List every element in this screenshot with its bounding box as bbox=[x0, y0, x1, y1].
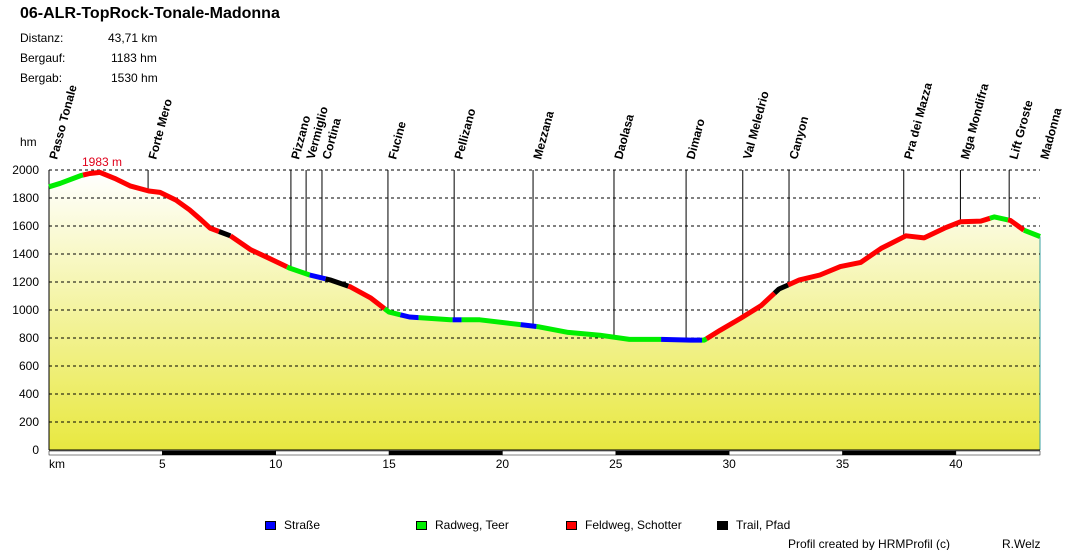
y-tick-label: 1800 bbox=[12, 191, 39, 205]
stat-descent-value: 1530 hm bbox=[111, 71, 158, 85]
scale-bar-segment bbox=[48, 450, 163, 456]
surface-segment bbox=[285, 264, 311, 278]
x-axis-label: km bbox=[49, 457, 65, 471]
y-axis-label: hm bbox=[20, 135, 37, 149]
footer-author: R.Welz bbox=[1002, 537, 1041, 550]
stat-ascent-value: 1183 hm bbox=[111, 51, 157, 65]
y-tick-label: 800 bbox=[19, 331, 39, 345]
surface-segment bbox=[48, 172, 84, 190]
waypoint-label: Pellizano bbox=[452, 107, 479, 161]
surface-segment bbox=[399, 312, 419, 321]
surface-segment bbox=[325, 276, 350, 289]
surface-segment bbox=[1007, 217, 1026, 233]
surface-segment bbox=[309, 272, 327, 282]
x-tick-label: 35 bbox=[836, 457, 850, 471]
legend-label: Radweg, Teer bbox=[435, 518, 509, 532]
stat-descent-label: Bergab: bbox=[20, 71, 63, 85]
surface-segment bbox=[347, 283, 387, 311]
surface-segment bbox=[989, 214, 1009, 223]
surface-segment bbox=[228, 233, 289, 270]
x-tick-label: 25 bbox=[609, 457, 623, 471]
surface-segment bbox=[520, 322, 537, 329]
scale-bar-segment bbox=[615, 450, 730, 456]
waypoint-label: Daolasa bbox=[611, 112, 637, 160]
legend-label: Straße bbox=[284, 518, 321, 532]
x-tick-label: 15 bbox=[382, 457, 396, 471]
waypoint-label: Dimaro bbox=[683, 117, 707, 161]
stat-ascent-label: Bergauf: bbox=[20, 51, 66, 65]
x-tick-label: 10 bbox=[269, 457, 283, 471]
legend-label: Feldweg, Schotter bbox=[585, 518, 682, 532]
legend-item-strasse: Straße bbox=[265, 518, 320, 532]
y-tick-label: 200 bbox=[19, 415, 39, 429]
surface-segment bbox=[82, 169, 220, 234]
surface-segment bbox=[382, 306, 401, 318]
waypoint-label: Forte Mero bbox=[145, 97, 175, 161]
legend-swatch bbox=[416, 520, 427, 530]
y-tick-label: 1400 bbox=[12, 247, 39, 261]
scale-bar-segment bbox=[728, 450, 843, 456]
scale-bar-segment bbox=[162, 450, 276, 456]
legend-item-trail: Trail, Pfad bbox=[717, 518, 790, 532]
waypoint-label: Mezzana bbox=[530, 109, 556, 161]
surface-segment bbox=[536, 324, 662, 342]
y-tick-label: 400 bbox=[19, 387, 39, 401]
y-tick-label: 600 bbox=[19, 359, 39, 373]
waypoint-label: Val Meledrio bbox=[740, 90, 772, 161]
y-tick-label: 0 bbox=[32, 443, 39, 457]
profile-area bbox=[49, 172, 1040, 450]
surface-segment bbox=[701, 336, 708, 343]
x-tick-label: 40 bbox=[949, 457, 963, 471]
waypoint-label: Passo Tonale bbox=[46, 83, 79, 161]
y-tick-label: 2000 bbox=[12, 163, 39, 177]
scale-bar-segment bbox=[502, 450, 617, 456]
footer-credit: Profil created by HRMProfil (c) bbox=[788, 537, 951, 550]
surface-segment bbox=[787, 215, 991, 288]
legend-label: Trail, Pfad bbox=[736, 518, 791, 532]
x-tick-label: 30 bbox=[722, 457, 736, 471]
x-tick-label: 5 bbox=[159, 457, 166, 471]
legend-item-radweg: Radweg, Teer bbox=[416, 518, 509, 532]
waypoint-label: Fucine bbox=[385, 119, 409, 160]
y-tick-label: 1000 bbox=[12, 303, 39, 317]
legend-swatch bbox=[265, 520, 276, 530]
scale-bar-segment bbox=[842, 450, 957, 456]
stat-distance-label: Distanz: bbox=[20, 31, 64, 45]
stat-distance-value: 43,71 km bbox=[108, 31, 158, 45]
surface-segment bbox=[772, 282, 790, 296]
max-elevation-label: 1983 m bbox=[82, 155, 122, 169]
surface-segment bbox=[418, 315, 453, 323]
legend-item-feldweg: Feldweg, Schotter bbox=[566, 518, 682, 532]
scale-bar-segment bbox=[955, 450, 1041, 456]
scale-bar-segment bbox=[275, 450, 390, 456]
surface-segment bbox=[218, 229, 232, 239]
legend-swatch bbox=[717, 520, 728, 530]
chart-title: 06-ALR-TopRock-Tonale-Madonna bbox=[20, 5, 280, 22]
surface-segment bbox=[705, 291, 777, 341]
waypoint-label: Canyon bbox=[786, 115, 811, 161]
y-tick-label: 1200 bbox=[12, 275, 39, 289]
surface-segment bbox=[661, 336, 702, 343]
surface-segment bbox=[1022, 227, 1041, 239]
surface-segment bbox=[461, 317, 521, 328]
waypoint-label: Mga Mondifra bbox=[958, 82, 992, 161]
waypoint-label: Lift Groste bbox=[1007, 98, 1036, 161]
x-tick-label: 20 bbox=[496, 457, 510, 471]
scale-bar-segment bbox=[388, 450, 503, 456]
waypoint-label: Pra dei Mazza bbox=[901, 81, 935, 161]
y-tick-label: 1600 bbox=[12, 219, 39, 233]
legend-swatch bbox=[566, 520, 577, 530]
waypoint-label: Madonna bbox=[1037, 106, 1064, 161]
